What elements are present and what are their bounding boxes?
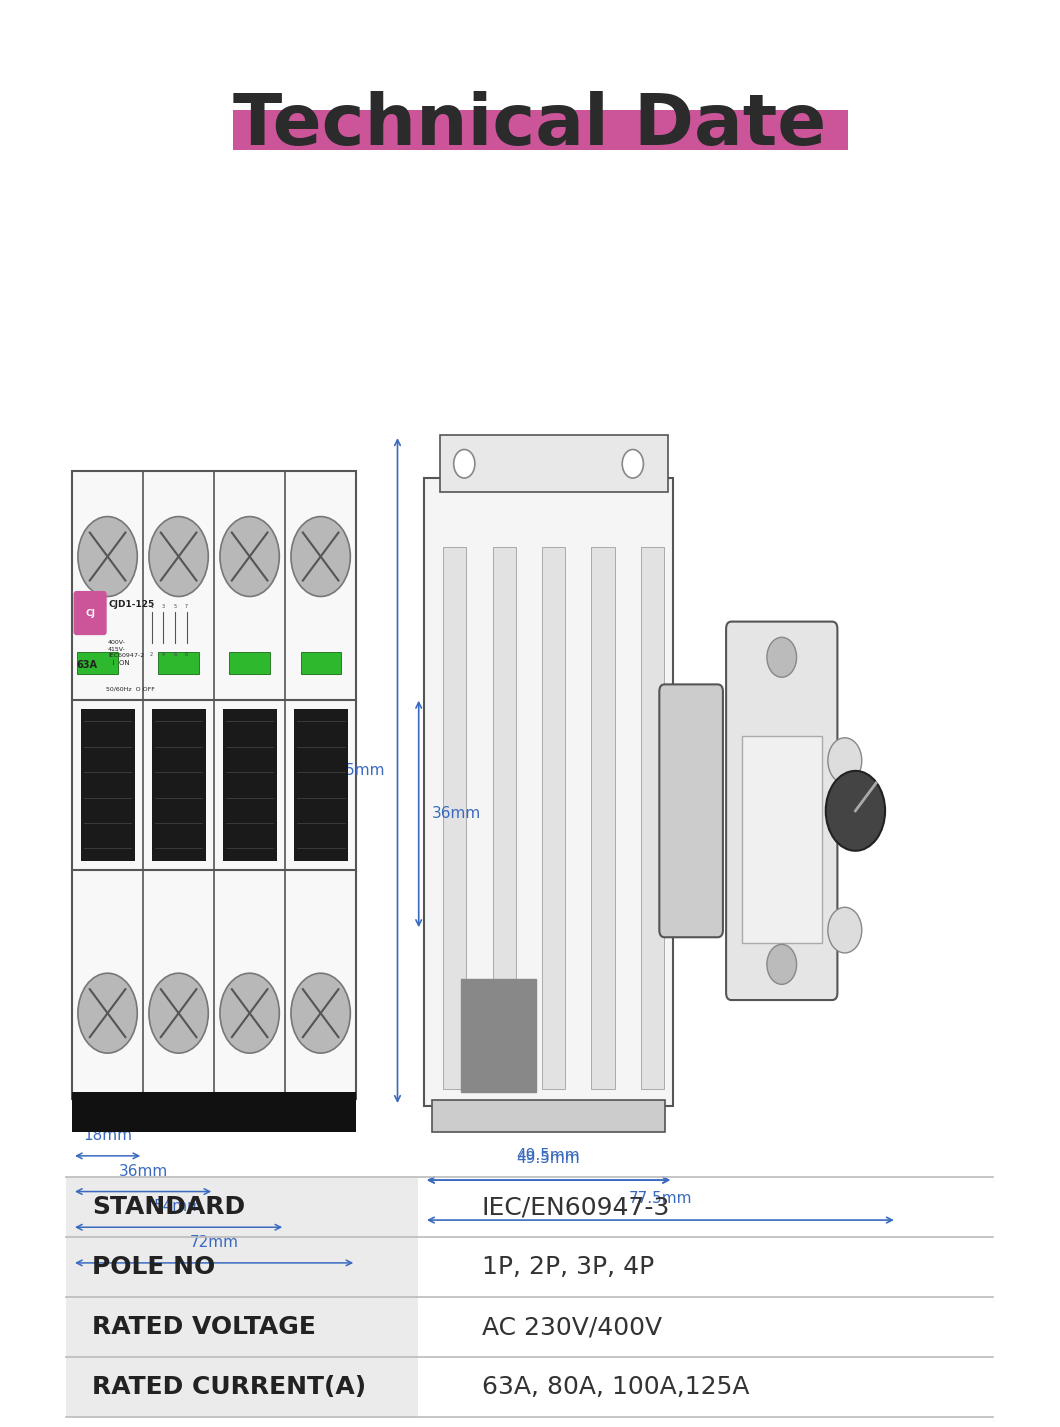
FancyBboxPatch shape — [77, 652, 118, 675]
Text: 8: 8 — [186, 652, 188, 656]
Text: 85.5mm: 85.5mm — [321, 763, 385, 778]
Text: 63A, 80A, 100A,125A: 63A, 80A, 100A,125A — [481, 1376, 749, 1398]
Text: 1: 1 — [151, 604, 153, 609]
FancyBboxPatch shape — [461, 979, 536, 1092]
FancyBboxPatch shape — [294, 709, 348, 860]
FancyBboxPatch shape — [72, 471, 356, 1099]
FancyBboxPatch shape — [591, 547, 615, 1089]
Text: CJ: CJ — [85, 608, 95, 618]
Circle shape — [454, 450, 475, 478]
Circle shape — [220, 973, 280, 1053]
FancyBboxPatch shape — [418, 1357, 993, 1417]
FancyBboxPatch shape — [233, 110, 848, 150]
FancyBboxPatch shape — [66, 1237, 418, 1297]
Circle shape — [220, 517, 280, 596]
Text: 1P, 2P, 3P, 4P: 1P, 2P, 3P, 4P — [481, 1256, 654, 1279]
Text: 400V-
415V-
IEC60947-2: 400V- 415V- IEC60947-2 — [108, 641, 144, 658]
Text: STANDARD: STANDARD — [92, 1196, 245, 1219]
Circle shape — [290, 517, 350, 596]
Circle shape — [766, 945, 797, 985]
FancyBboxPatch shape — [66, 1357, 418, 1417]
Text: RATED CURRENT(A): RATED CURRENT(A) — [92, 1376, 367, 1398]
FancyBboxPatch shape — [726, 622, 837, 1000]
Text: 36mm: 36mm — [431, 806, 480, 822]
Text: RATED VOLTAGE: RATED VOLTAGE — [92, 1316, 316, 1339]
Text: IEC/EN60947-3: IEC/EN60947-3 — [481, 1196, 670, 1219]
Text: 2: 2 — [151, 652, 153, 656]
FancyBboxPatch shape — [418, 1177, 993, 1237]
Circle shape — [622, 450, 643, 478]
FancyBboxPatch shape — [659, 685, 723, 938]
Circle shape — [148, 517, 208, 596]
Text: 72mm: 72mm — [190, 1234, 238, 1250]
Text: 5: 5 — [174, 604, 176, 609]
FancyBboxPatch shape — [301, 652, 340, 675]
FancyBboxPatch shape — [432, 1100, 665, 1132]
Text: 36mm: 36mm — [119, 1163, 167, 1179]
FancyBboxPatch shape — [418, 1237, 993, 1297]
FancyBboxPatch shape — [159, 652, 199, 675]
Text: 50/60Hz  O OFF: 50/60Hz O OFF — [106, 686, 155, 691]
Circle shape — [148, 973, 208, 1053]
Circle shape — [78, 517, 138, 596]
Circle shape — [828, 738, 862, 783]
FancyBboxPatch shape — [641, 547, 665, 1089]
FancyBboxPatch shape — [74, 592, 106, 635]
Text: 54mm: 54mm — [154, 1199, 204, 1214]
Text: CJD1-125: CJD1-125 — [108, 599, 155, 609]
FancyBboxPatch shape — [493, 547, 516, 1089]
FancyBboxPatch shape — [418, 1297, 993, 1357]
Text: 7: 7 — [186, 604, 188, 609]
FancyBboxPatch shape — [742, 736, 822, 943]
Circle shape — [290, 973, 350, 1053]
Circle shape — [826, 771, 885, 850]
Text: POLE NO: POLE NO — [92, 1256, 215, 1279]
Circle shape — [828, 908, 862, 953]
Text: 49.5mm: 49.5mm — [516, 1150, 581, 1166]
Text: AC 230V/400V: AC 230V/400V — [481, 1316, 661, 1339]
Text: 6: 6 — [174, 652, 176, 656]
FancyBboxPatch shape — [443, 547, 466, 1089]
Text: Technical Date: Technical Date — [233, 91, 827, 160]
FancyBboxPatch shape — [440, 435, 668, 492]
Text: 63A: 63A — [76, 661, 98, 671]
Text: 49.5mm: 49.5mm — [516, 1147, 581, 1163]
FancyBboxPatch shape — [66, 1177, 418, 1237]
FancyBboxPatch shape — [66, 1297, 418, 1357]
FancyBboxPatch shape — [81, 709, 135, 860]
Text: 4: 4 — [162, 652, 164, 656]
Circle shape — [766, 638, 797, 678]
FancyBboxPatch shape — [424, 478, 673, 1106]
Circle shape — [78, 973, 138, 1053]
Text: 77.5mm: 77.5mm — [629, 1190, 692, 1206]
FancyBboxPatch shape — [223, 709, 277, 860]
Text: I  ON: I ON — [108, 659, 129, 666]
FancyBboxPatch shape — [72, 1092, 356, 1132]
FancyBboxPatch shape — [230, 652, 269, 675]
Text: 18mm: 18mm — [83, 1127, 132, 1143]
FancyBboxPatch shape — [542, 547, 565, 1089]
Text: 3: 3 — [162, 604, 164, 609]
FancyBboxPatch shape — [152, 709, 206, 860]
